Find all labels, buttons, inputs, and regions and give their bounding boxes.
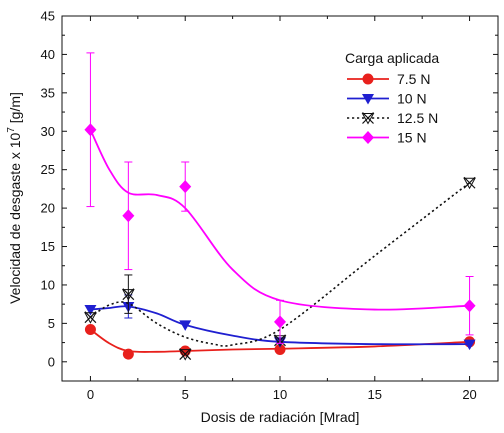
x-tick-label: 5: [182, 387, 189, 402]
y-tick-label: 20: [41, 201, 55, 216]
marker-triangle-outline: [122, 289, 135, 301]
y-tick-label: 5: [48, 316, 55, 331]
data-point: [84, 305, 97, 316]
legend-marker: [362, 73, 374, 85]
data-point: [179, 180, 192, 194]
y-axis-label-exponent: 7: [6, 127, 17, 133]
series-curve: [89, 129, 470, 311]
data-point: [463, 299, 476, 313]
y-tick-label: 45: [41, 9, 55, 24]
y-tick-label: 10: [41, 277, 55, 292]
y-axis-label-main: Velocidad de desgaste x 10: [7, 132, 23, 303]
marker-x-stroke: [362, 112, 374, 124]
legend-label: 15 N: [397, 130, 427, 146]
y-tick-label: 15: [41, 239, 55, 254]
y-tick-label: 30: [41, 124, 55, 139]
series-layer: [84, 52, 476, 361]
data-point: [463, 176, 476, 190]
y-axis-label-unit: [g/m]: [7, 92, 23, 127]
data-point: [274, 315, 286, 329]
data-point: [122, 209, 135, 223]
y-tick-label: 0: [48, 354, 55, 369]
marker-x-stroke: [84, 311, 97, 324]
legend-marker: [362, 131, 374, 144]
legend-marker: [361, 112, 375, 125]
data-point: [84, 311, 97, 324]
axis-ticks: 0 5 10 15 20 25 30 35 40 45 0 5 10 15 20: [41, 9, 498, 402]
x-tick-label: 20: [462, 387, 476, 402]
marker-x-stroke: [122, 288, 135, 301]
marker-triangle-outline: [84, 312, 97, 324]
data-point: [179, 320, 192, 331]
y-tick-label: 40: [41, 47, 55, 62]
x-tick-label: 0: [87, 387, 94, 402]
x-axis-label: Dosis de radiación [Mrad]: [201, 409, 360, 425]
x-tick-label: 15: [368, 387, 382, 402]
data-point: [84, 123, 97, 137]
legend: Carga aplicada 7.5 N 10 N 12.5 N 15 N: [345, 50, 439, 146]
data-point: [84, 324, 96, 336]
marker-triangle-outline: [178, 349, 192, 361]
marker-triangle-outline: [361, 113, 375, 125]
legend-marker: [362, 94, 374, 105]
series-curve: [90, 305, 470, 346]
y-axis-label: Velocidad de desgaste x 107 [g/m]: [6, 92, 23, 304]
legend-label: 12.5 N: [397, 110, 438, 126]
data-point: [463, 339, 476, 351]
data-point: [122, 288, 135, 301]
data-point: [178, 348, 192, 361]
legend-label: 10 N: [397, 91, 427, 107]
marker-x-stroke: [179, 348, 192, 361]
x-tick-label: 10: [273, 387, 287, 402]
marker-triangle-outline: [463, 177, 476, 190]
series-15-N: [84, 52, 476, 344]
y-tick-label: 25: [41, 162, 55, 177]
y-tick-label: 35: [41, 85, 55, 100]
marker-x-stroke: [463, 176, 476, 189]
legend-title: Carga aplicada: [345, 50, 439, 66]
data-point: [122, 348, 134, 360]
legend-label: 7.5 N: [397, 71, 430, 87]
